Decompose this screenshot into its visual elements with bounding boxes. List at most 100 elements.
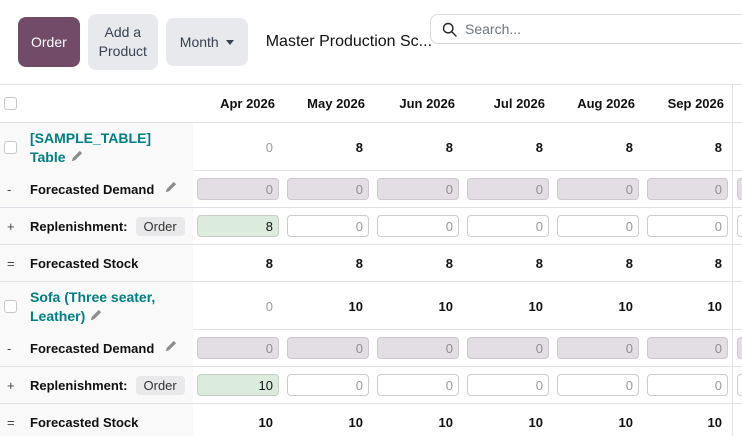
replenishment-order-badge[interactable]: Order [135,375,185,395]
plus-sign: + [7,218,15,234]
page-title: Master Production Sc... [265,33,433,50]
column-header-jul: Jul 2026 [493,96,545,111]
forecasted-demand-row: - Forecasted Demand [0,330,742,367]
demand-input [557,337,639,359]
replenishment-input[interactable] [647,374,728,396]
stock-value: 10 [438,414,453,430]
replenishment-input[interactable] [197,215,279,237]
replenishment-row: + Replenishment: Order [0,208,742,245]
stock-value: 8 [445,255,453,271]
replenishment-input[interactable] [287,374,369,396]
edit-pencil-icon[interactable] [165,339,177,357]
toolbar: Order Add a Product Month Master Product… [0,0,742,84]
starting-value: 8 [445,140,453,156]
product-name-link[interactable]: [SAMPLE_TABLE] Table [30,130,152,165]
stock-value: 10 [258,414,273,430]
column-header-aug: Aug 2026 [577,96,635,111]
search-box[interactable] [430,14,742,44]
product-row: Sofa (Three seater, Leather) 0 10 10 10 … [0,282,742,332]
replenishment-row: + Replenishment: Order [0,367,742,404]
stock-value: 8 [625,255,633,271]
stock-value: 8 [714,255,722,271]
demand-input [467,337,549,359]
starting-value: 10 [348,299,363,315]
starting-value: 10 [438,299,453,315]
column-header-jun: Jun 2026 [399,96,455,111]
starting-value: 8 [625,140,633,156]
replenishment-input[interactable] [377,215,459,237]
stock-value: 8 [535,255,543,271]
demand-input [377,178,459,200]
demand-input [737,337,742,359]
demand-input [467,178,549,200]
replenishment-input[interactable] [737,215,742,237]
mps-table: Apr 2026 May 2026 Jun 2026 Jul 2026 Aug … [0,84,742,436]
chevron-down-icon [225,39,234,45]
starting-value: 8 [714,140,722,156]
demand-input [647,337,728,359]
stock-value: 8 [355,255,363,271]
column-header-apr: Apr 2026 [220,96,275,111]
replenishment-order-badge[interactable]: Order [135,216,185,236]
equals-sign: = [7,255,15,271]
demand-input [737,178,742,200]
replenishment-label: Replenishment: [30,218,128,234]
order-button[interactable]: Order [18,17,80,67]
stock-value: 10 [528,414,543,430]
stock-value: 10 [618,414,633,430]
column-header-may: May 2026 [307,96,365,111]
edit-pencil-icon[interactable] [71,148,83,167]
replenishment-input[interactable] [737,374,742,396]
product-row: [SAMPLE_TABLE] Table 0 8 8 8 8 8 [0,123,742,173]
demand-input [287,178,369,200]
edit-pencil-icon[interactable] [90,307,102,326]
select-all-checkbox[interactable] [4,96,17,110]
product-checkbox[interactable] [4,140,17,154]
replenishment-input[interactable] [467,374,549,396]
search-input[interactable] [465,21,742,37]
starting-value: 10 [528,299,543,315]
starting-value: 8 [355,140,363,156]
starting-value: 8 [535,140,543,156]
equals-sign: = [7,414,15,430]
month-dropdown-label: Month [179,34,219,50]
starting-value: 10 [618,299,633,315]
demand-input [287,337,369,359]
replenishment-input[interactable] [557,374,639,396]
demand-input [557,178,639,200]
replenishment-input[interactable] [377,374,459,396]
plus-sign: + [7,377,15,393]
forecasted-demand-label: Forecasted Demand [30,181,155,197]
replenishment-input[interactable] [647,215,728,237]
forecasted-stock-label: Forecasted Stock [30,255,139,271]
forecasted-demand-label: Forecasted Demand [30,340,155,356]
table-header-row: Apr 2026 May 2026 Jun 2026 Jul 2026 Aug … [0,85,742,123]
demand-input [377,337,459,359]
stock-value: 10 [348,414,363,430]
add-a-product-button[interactable]: Add a Product [87,14,158,70]
starting-value: 0 [265,299,273,315]
search-icon [442,22,457,37]
forecasted-stock-row: = Forecasted Stock 8 8 8 8 8 8 [0,245,742,282]
starting-value: 10 [707,299,722,315]
starting-value: 0 [265,140,273,156]
stock-value: 10 [707,414,722,430]
forecasted-stock-label: Forecasted Stock [30,414,139,430]
product-name-link[interactable]: Sofa (Three seater, Leather) [30,289,156,324]
replenishment-input[interactable] [287,215,369,237]
demand-input [197,337,279,359]
forecasted-demand-row: - Forecasted Demand [0,171,742,208]
demand-input [647,178,728,200]
minus-sign: - [7,340,12,356]
replenishment-input[interactable] [467,215,549,237]
month-dropdown-button[interactable]: Month [165,18,248,66]
edit-pencil-icon[interactable] [165,180,177,198]
forecasted-stock-row: = Forecasted Stock 10 10 10 10 10 10 [0,404,742,436]
replenishment-input[interactable] [557,215,639,237]
replenishment-label: Replenishment: [30,377,128,393]
stock-value: 8 [265,255,273,271]
product-checkbox[interactable] [4,299,17,313]
demand-input [197,178,279,200]
replenishment-input[interactable] [197,374,279,396]
column-header-sep: Sep 2026 [643,85,733,122]
